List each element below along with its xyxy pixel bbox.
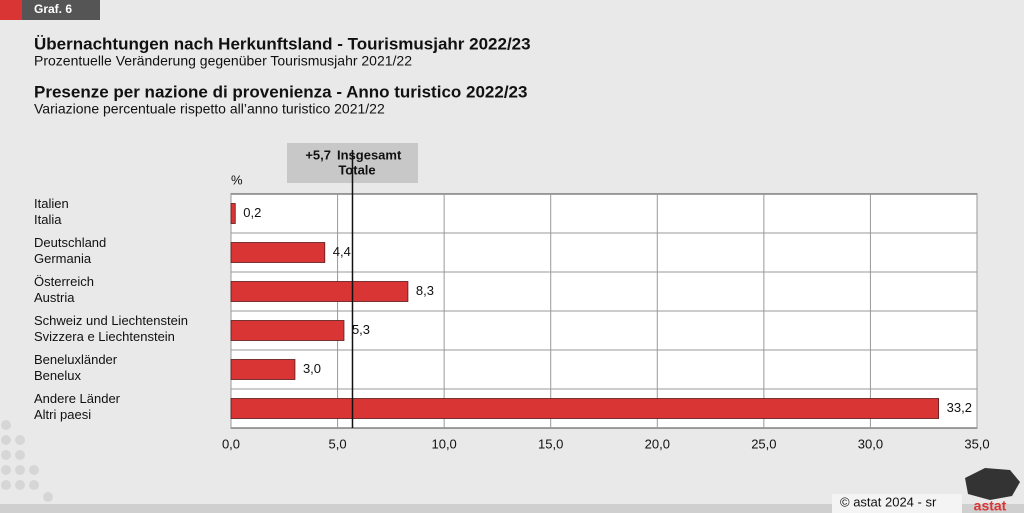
category-label: Beneluxländer — [34, 352, 118, 367]
bar — [230, 320, 345, 341]
x-tick-label: 20,0 — [645, 436, 670, 451]
dot-pattern — [1, 420, 53, 502]
category-label: Germania — [34, 251, 92, 266]
source: © astat 2024 - sr — [840, 494, 937, 509]
reference-label: Insgesamt — [337, 147, 402, 162]
category-label: Andere Länder — [34, 391, 121, 406]
accent-square — [0, 0, 22, 20]
x-tick-label: 30,0 — [858, 436, 883, 451]
source-box — [832, 494, 962, 513]
category-label: Benelux — [34, 368, 81, 383]
x-tick-label: 15,0 — [538, 436, 563, 451]
bar — [230, 398, 940, 419]
reference-value: +5,7 — [305, 147, 331, 162]
x-tick-label: 0,0 — [222, 436, 240, 451]
category-label: Deutschland — [34, 235, 106, 250]
x-tick-label: 10,0 — [431, 436, 456, 451]
bar — [230, 203, 236, 224]
category-label: Austria — [34, 290, 75, 305]
category-label: Italia — [34, 212, 62, 227]
category-label: Italien — [34, 196, 69, 211]
figure-tag — [22, 0, 100, 20]
bar — [230, 242, 326, 263]
x-axis-unit: % — [231, 172, 243, 187]
title: Übernachtungen nach Herkunftsland - Tour… — [34, 34, 531, 53]
logo: astat — [974, 498, 1007, 513]
reference-label: Totale — [338, 162, 375, 177]
x-tick-label: 5,0 — [329, 436, 347, 451]
value-label: 8,3 — [416, 283, 434, 298]
footer-strip — [0, 504, 1024, 513]
value-label: 33,2 — [947, 400, 972, 415]
category-label: Schweiz und Liechtenstein — [34, 313, 188, 328]
bar — [230, 281, 409, 302]
x-tick-label: 35,0 — [964, 436, 989, 451]
x-tick-label: 25,0 — [751, 436, 776, 451]
value-label: 3,0 — [303, 361, 321, 376]
bar — [230, 359, 296, 380]
value-label: 5,3 — [352, 322, 370, 337]
figure-label: Graf. 6 — [34, 2, 72, 16]
category-label: Altri paesi — [34, 407, 91, 422]
category-label: Svizzera e Liechtenstein — [34, 329, 175, 344]
title: Presenze per nazione di provenienza - An… — [34, 82, 527, 101]
logo-shape — [965, 468, 1020, 500]
value-label: 4,4 — [333, 244, 351, 259]
subtitle: Variazione percentuale rispetto all’anno… — [34, 101, 385, 117]
category-label: Österreich — [34, 274, 94, 289]
subtitle: Prozentuelle Veränderung gegenüber Touri… — [34, 53, 412, 69]
value-label: 0,2 — [243, 205, 261, 220]
